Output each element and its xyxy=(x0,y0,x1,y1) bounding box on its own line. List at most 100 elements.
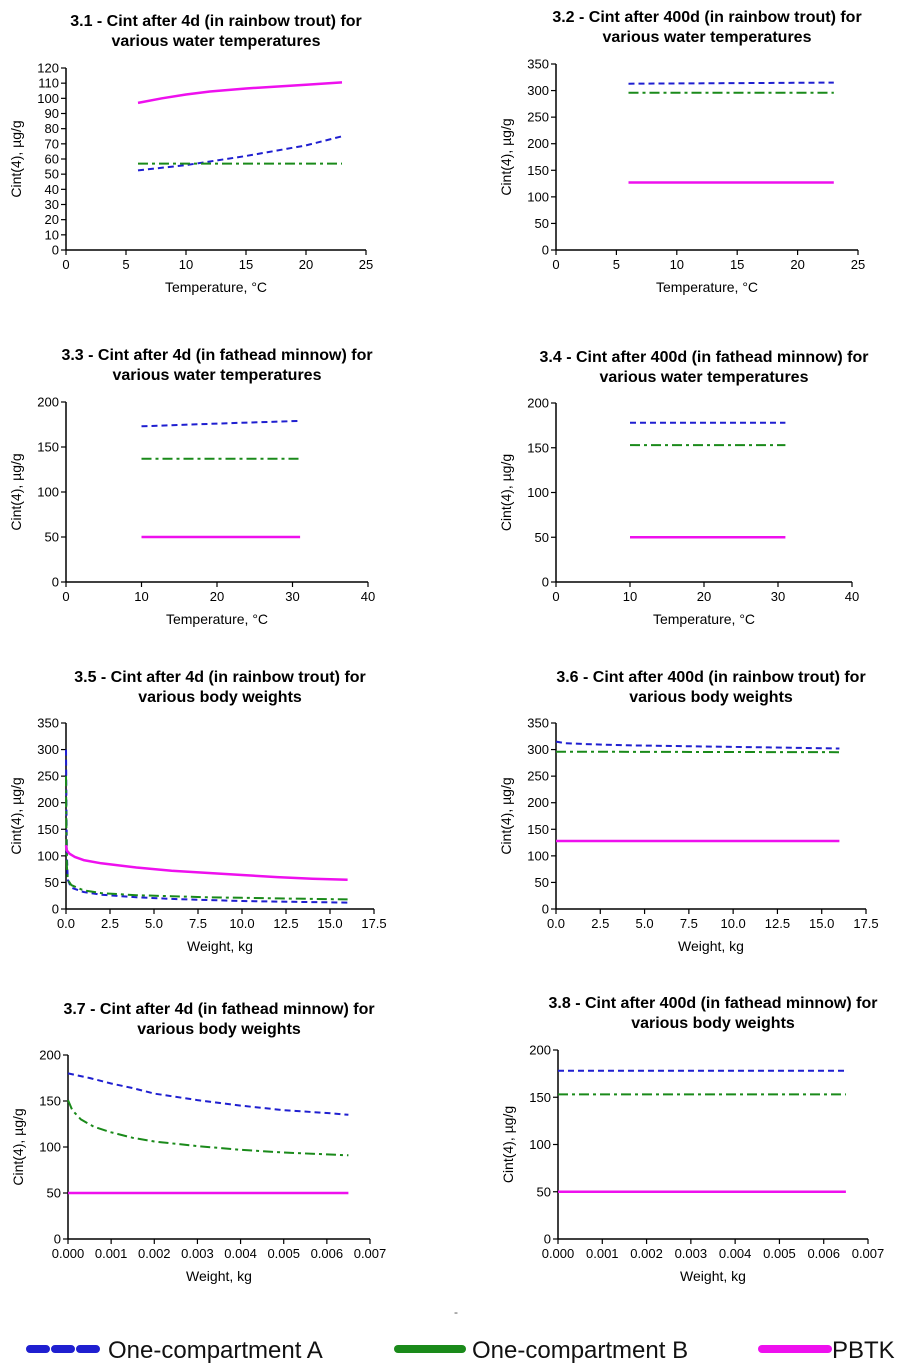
series-line-oneA xyxy=(628,81,834,85)
y-tick-label: 200 xyxy=(527,136,549,151)
y-tick-label: 150 xyxy=(527,822,549,837)
series-line-oneB xyxy=(65,776,348,901)
x-tick-label: 0.0 xyxy=(547,916,565,931)
y-tick-label: 150 xyxy=(37,822,59,837)
y-axis-label: Cint(4), µg/g xyxy=(498,777,514,854)
x-axis-label: Temperature, °C xyxy=(656,279,758,295)
y-tick-label: 50 xyxy=(535,530,549,545)
chart-title-line: 3.6 - Cint after 400d (in rainbow trout)… xyxy=(556,669,865,686)
y-tick-label: 40 xyxy=(45,182,59,197)
y-tick-label: 200 xyxy=(37,795,59,810)
y-tick-label: 100 xyxy=(527,189,549,204)
y-tick-label: 350 xyxy=(527,57,549,72)
x-tick-label: 0.001 xyxy=(586,1246,619,1261)
x-tick-label: 15 xyxy=(239,257,253,272)
series-line-oneA xyxy=(67,1072,349,1116)
y-axis-label: Cint(4), µg/g xyxy=(498,454,514,531)
x-axis-label: Weight, kg xyxy=(186,1268,252,1284)
chart-panel-4: 3.4 - Cint after 400d (in fathead minnow… xyxy=(498,349,868,627)
chart-title-line: various water temperatures xyxy=(112,33,321,50)
y-tick-label: 300 xyxy=(37,742,59,757)
y-tick-label: 80 xyxy=(45,121,59,136)
y-tick-label: 150 xyxy=(527,440,549,455)
y-tick-label: 100 xyxy=(527,485,549,500)
x-tick-label: 0.0 xyxy=(57,916,75,931)
x-axis-label: Weight, kg xyxy=(187,938,253,954)
y-tick-label: 150 xyxy=(527,163,549,178)
series-line-oneA xyxy=(555,740,840,750)
y-tick-label: 70 xyxy=(45,136,59,151)
x-axis-label: Temperature, °C xyxy=(165,279,267,295)
chart-title-line: various water temperatures xyxy=(113,367,322,384)
y-tick-label: 300 xyxy=(527,83,549,98)
chart-title-line: 3.8 - Cint after 400d (in fathead minnow… xyxy=(549,995,878,1012)
y-tick-label: 100 xyxy=(39,1140,61,1155)
x-tick-label: 10 xyxy=(179,257,193,272)
y-tick-label: 200 xyxy=(39,1048,61,1063)
chart-title-line: 3.3 - Cint after 4d (in fathead minnow) … xyxy=(61,347,372,364)
x-tick-label: 15.0 xyxy=(317,916,342,931)
legend: One-compartment A One-compartment B PBTK xyxy=(26,1337,895,1364)
y-tick-label: 200 xyxy=(529,1043,551,1058)
x-tick-label: 10.0 xyxy=(229,916,254,931)
x-tick-label: 0.004 xyxy=(224,1246,257,1261)
separator-mark: - xyxy=(454,1305,458,1319)
x-tick-label: 25 xyxy=(851,257,865,272)
chart-panel-7: 3.7 - Cint after 4d (in fathead minnow) … xyxy=(10,1001,386,1284)
legend-label-pbtk: PBTK xyxy=(832,1337,895,1364)
y-tick-label: 30 xyxy=(45,197,59,212)
y-tick-label: 50 xyxy=(537,1184,551,1199)
chart-panel-2: 3.2 - Cint after 400d (in rainbow trout)… xyxy=(498,9,865,295)
x-tick-label: 12.5 xyxy=(765,916,790,931)
legend-label-oneB: One-compartment B xyxy=(472,1337,688,1364)
x-tick-label: 0.005 xyxy=(763,1246,796,1261)
y-tick-label: 110 xyxy=(38,76,59,91)
x-tick-label: 5.0 xyxy=(636,916,654,931)
y-tick-label: 200 xyxy=(527,795,549,810)
y-tick-label: 50 xyxy=(45,875,59,890)
y-tick-label: 300 xyxy=(527,742,549,757)
y-axis-label: Cint(4), µg/g xyxy=(10,1108,26,1185)
y-tick-label: 100 xyxy=(527,848,549,863)
y-tick-label: 90 xyxy=(45,106,59,121)
chart-panel-6: 3.6 - Cint after 400d (in rainbow trout)… xyxy=(498,669,879,954)
series-line-oneB xyxy=(67,1099,349,1157)
y-tick-label: 0 xyxy=(542,902,549,917)
x-tick-label: 2.5 xyxy=(101,916,119,931)
y-tick-label: 250 xyxy=(37,769,59,784)
x-tick-label: 0.000 xyxy=(542,1246,575,1261)
x-tick-label: 0.003 xyxy=(675,1246,708,1261)
x-tick-label: 0 xyxy=(552,589,559,604)
x-tick-label: 5 xyxy=(122,257,129,272)
x-tick-label: 40 xyxy=(845,589,859,604)
x-tick-label: 0.006 xyxy=(311,1246,344,1261)
x-tick-label: 0.000 xyxy=(52,1246,85,1261)
y-tick-label: 100 xyxy=(529,1137,551,1152)
y-tick-label: 350 xyxy=(527,716,549,731)
series-line-oneB xyxy=(555,750,840,754)
y-tick-label: 100 xyxy=(37,485,59,500)
chart-title-line: various water temperatures xyxy=(603,29,812,46)
y-tick-label: 50 xyxy=(535,875,549,890)
chart-title-line: 3.5 - Cint after 4d (in rainbow trout) f… xyxy=(74,669,366,686)
y-tick-label: 50 xyxy=(535,216,549,231)
chart-panel-3: 3.3 - Cint after 4d (in fathead minnow) … xyxy=(8,347,375,627)
x-tick-label: 0.002 xyxy=(138,1246,171,1261)
x-axis-label: Temperature, °C xyxy=(653,611,755,627)
x-tick-label: 15.0 xyxy=(809,916,834,931)
chart-title-line: various body weights xyxy=(631,1015,795,1032)
chart-title-line: various body weights xyxy=(137,1021,301,1038)
y-tick-label: 0 xyxy=(52,575,59,590)
chart-title-line: various body weights xyxy=(138,689,302,706)
y-axis-label: Cint(4), µg/g xyxy=(498,118,514,195)
series-line-oneA xyxy=(141,419,301,428)
y-axis-label: Cint(4), µg/g xyxy=(500,1106,516,1183)
y-tick-label: 0 xyxy=(542,243,549,258)
x-axis-label: Temperature, °C xyxy=(166,611,268,627)
y-tick-label: 10 xyxy=(45,227,59,242)
y-tick-label: 60 xyxy=(45,152,59,167)
y-tick-label: 100 xyxy=(37,848,59,863)
y-tick-label: 150 xyxy=(529,1090,551,1105)
chart-panels: 3.1 - Cint after 4d (in rainbow trout) f… xyxy=(8,9,884,1284)
x-tick-label: 5 xyxy=(613,257,620,272)
